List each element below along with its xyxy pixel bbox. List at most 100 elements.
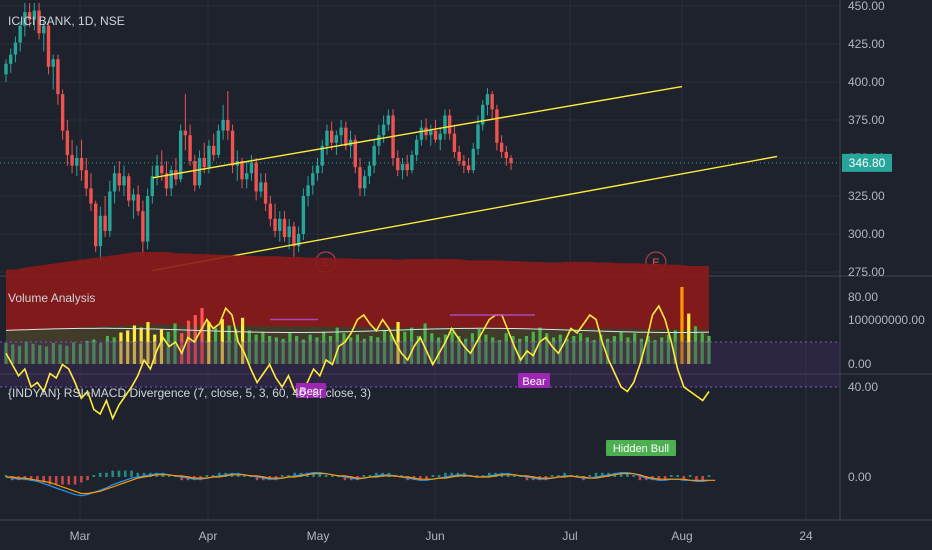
volume-bar[interactable] <box>24 341 28 364</box>
volume-bar[interactable] <box>288 333 292 364</box>
candle[interactable] <box>419 127 424 140</box>
candle[interactable] <box>504 151 509 158</box>
rsi-macd-pane[interactable]: Bear Bear Hidden Bull <box>0 304 840 497</box>
candle[interactable] <box>386 115 391 125</box>
volume-bar[interactable] <box>71 342 76 364</box>
volume-bar[interactable] <box>349 337 353 364</box>
candle[interactable] <box>301 196 306 234</box>
candle[interactable] <box>278 218 282 231</box>
candle[interactable] <box>70 154 74 166</box>
volume-bar[interactable] <box>612 336 616 364</box>
volume-bar[interactable] <box>538 327 542 364</box>
candle[interactable] <box>334 135 339 143</box>
candle[interactable] <box>122 176 126 186</box>
volume-bar[interactable] <box>403 331 407 364</box>
candle[interactable] <box>509 158 513 163</box>
volume-bar[interactable] <box>457 336 461 364</box>
volume-bar[interactable] <box>173 323 177 364</box>
volume-bar[interactable] <box>369 336 373 364</box>
candle[interactable] <box>202 158 206 168</box>
volume-bar[interactable] <box>65 345 69 364</box>
candle[interactable] <box>410 154 414 171</box>
candle[interactable] <box>263 182 268 204</box>
volume-bar[interactable] <box>639 338 644 364</box>
volume-bar[interactable] <box>308 334 312 364</box>
price-candles[interactable] <box>0 2 840 262</box>
volume-bar[interactable] <box>673 330 677 364</box>
channel-lower-line[interactable] <box>152 155 778 272</box>
candle[interactable] <box>18 25 22 43</box>
candle[interactable] <box>325 130 329 146</box>
volume-bar[interactable] <box>159 329 164 364</box>
volume-bar[interactable] <box>430 333 434 364</box>
volume-bar[interactable] <box>355 334 360 364</box>
volume-bar[interactable] <box>443 334 447 364</box>
candle[interactable] <box>311 173 315 186</box>
candle[interactable] <box>282 218 287 238</box>
candle[interactable] <box>499 142 504 152</box>
volume-bar[interactable] <box>551 337 556 364</box>
volume-bar[interactable] <box>220 319 224 364</box>
candle[interactable] <box>183 130 188 136</box>
candle[interactable] <box>259 182 263 192</box>
candle[interactable] <box>141 211 145 242</box>
volume-bar[interactable] <box>524 336 529 364</box>
volume-bar[interactable] <box>707 336 711 364</box>
candle[interactable] <box>363 176 367 189</box>
volume-bar[interactable] <box>85 340 89 364</box>
candle[interactable] <box>23 12 27 26</box>
candle[interactable] <box>169 170 173 189</box>
candle[interactable] <box>358 167 362 189</box>
candle[interactable] <box>433 130 438 140</box>
candle[interactable] <box>155 165 159 177</box>
volume-bar[interactable] <box>227 325 231 365</box>
candle[interactable] <box>178 130 183 180</box>
candle[interactable] <box>254 162 258 192</box>
candle[interactable] <box>108 191 112 231</box>
candle[interactable] <box>150 176 155 196</box>
candle[interactable] <box>466 165 471 171</box>
volume-bar[interactable] <box>545 333 549 364</box>
candle[interactable] <box>485 94 490 105</box>
channel-upper-line[interactable] <box>152 85 683 179</box>
volume-bar[interactable] <box>180 333 184 364</box>
candle[interactable] <box>452 133 457 152</box>
volume-bar[interactable] <box>484 334 488 364</box>
candle[interactable] <box>381 124 386 136</box>
volume-bar[interactable] <box>382 330 387 364</box>
signal-line[interactable] <box>6 473 716 495</box>
candle[interactable] <box>127 176 131 201</box>
volume-bar[interactable] <box>254 334 258 364</box>
volume-bar[interactable] <box>342 333 346 364</box>
candle[interactable] <box>226 120 230 131</box>
volume-bar[interactable] <box>511 336 515 364</box>
volume-bar[interactable] <box>416 336 420 364</box>
volume-bar[interactable] <box>572 336 576 364</box>
volume-bar[interactable] <box>146 322 150 364</box>
volume-bar[interactable] <box>274 337 278 364</box>
candle[interactable] <box>471 148 475 171</box>
candle[interactable] <box>273 218 277 231</box>
candle[interactable] <box>396 158 400 171</box>
candle[interactable] <box>197 158 202 186</box>
candle[interactable] <box>193 161 197 186</box>
volume-bar[interactable] <box>295 336 299 364</box>
candle[interactable] <box>65 130 70 155</box>
candle[interactable] <box>79 158 84 171</box>
volume-bar[interactable] <box>450 331 454 364</box>
volume-bar[interactable] <box>240 317 245 364</box>
candle[interactable] <box>37 10 41 34</box>
volume-bar[interactable] <box>653 340 657 364</box>
volume-bar[interactable] <box>166 331 170 364</box>
candle[interactable] <box>93 203 98 247</box>
candle[interactable] <box>462 161 466 166</box>
volume-bar[interactable] <box>315 337 319 364</box>
volume-bar[interactable] <box>376 337 380 364</box>
candle[interactable] <box>188 135 192 162</box>
candle[interactable] <box>400 164 405 171</box>
candle[interactable] <box>164 173 169 189</box>
candle[interactable] <box>42 25 46 34</box>
candle[interactable] <box>60 94 65 131</box>
candle[interactable] <box>56 59 60 95</box>
